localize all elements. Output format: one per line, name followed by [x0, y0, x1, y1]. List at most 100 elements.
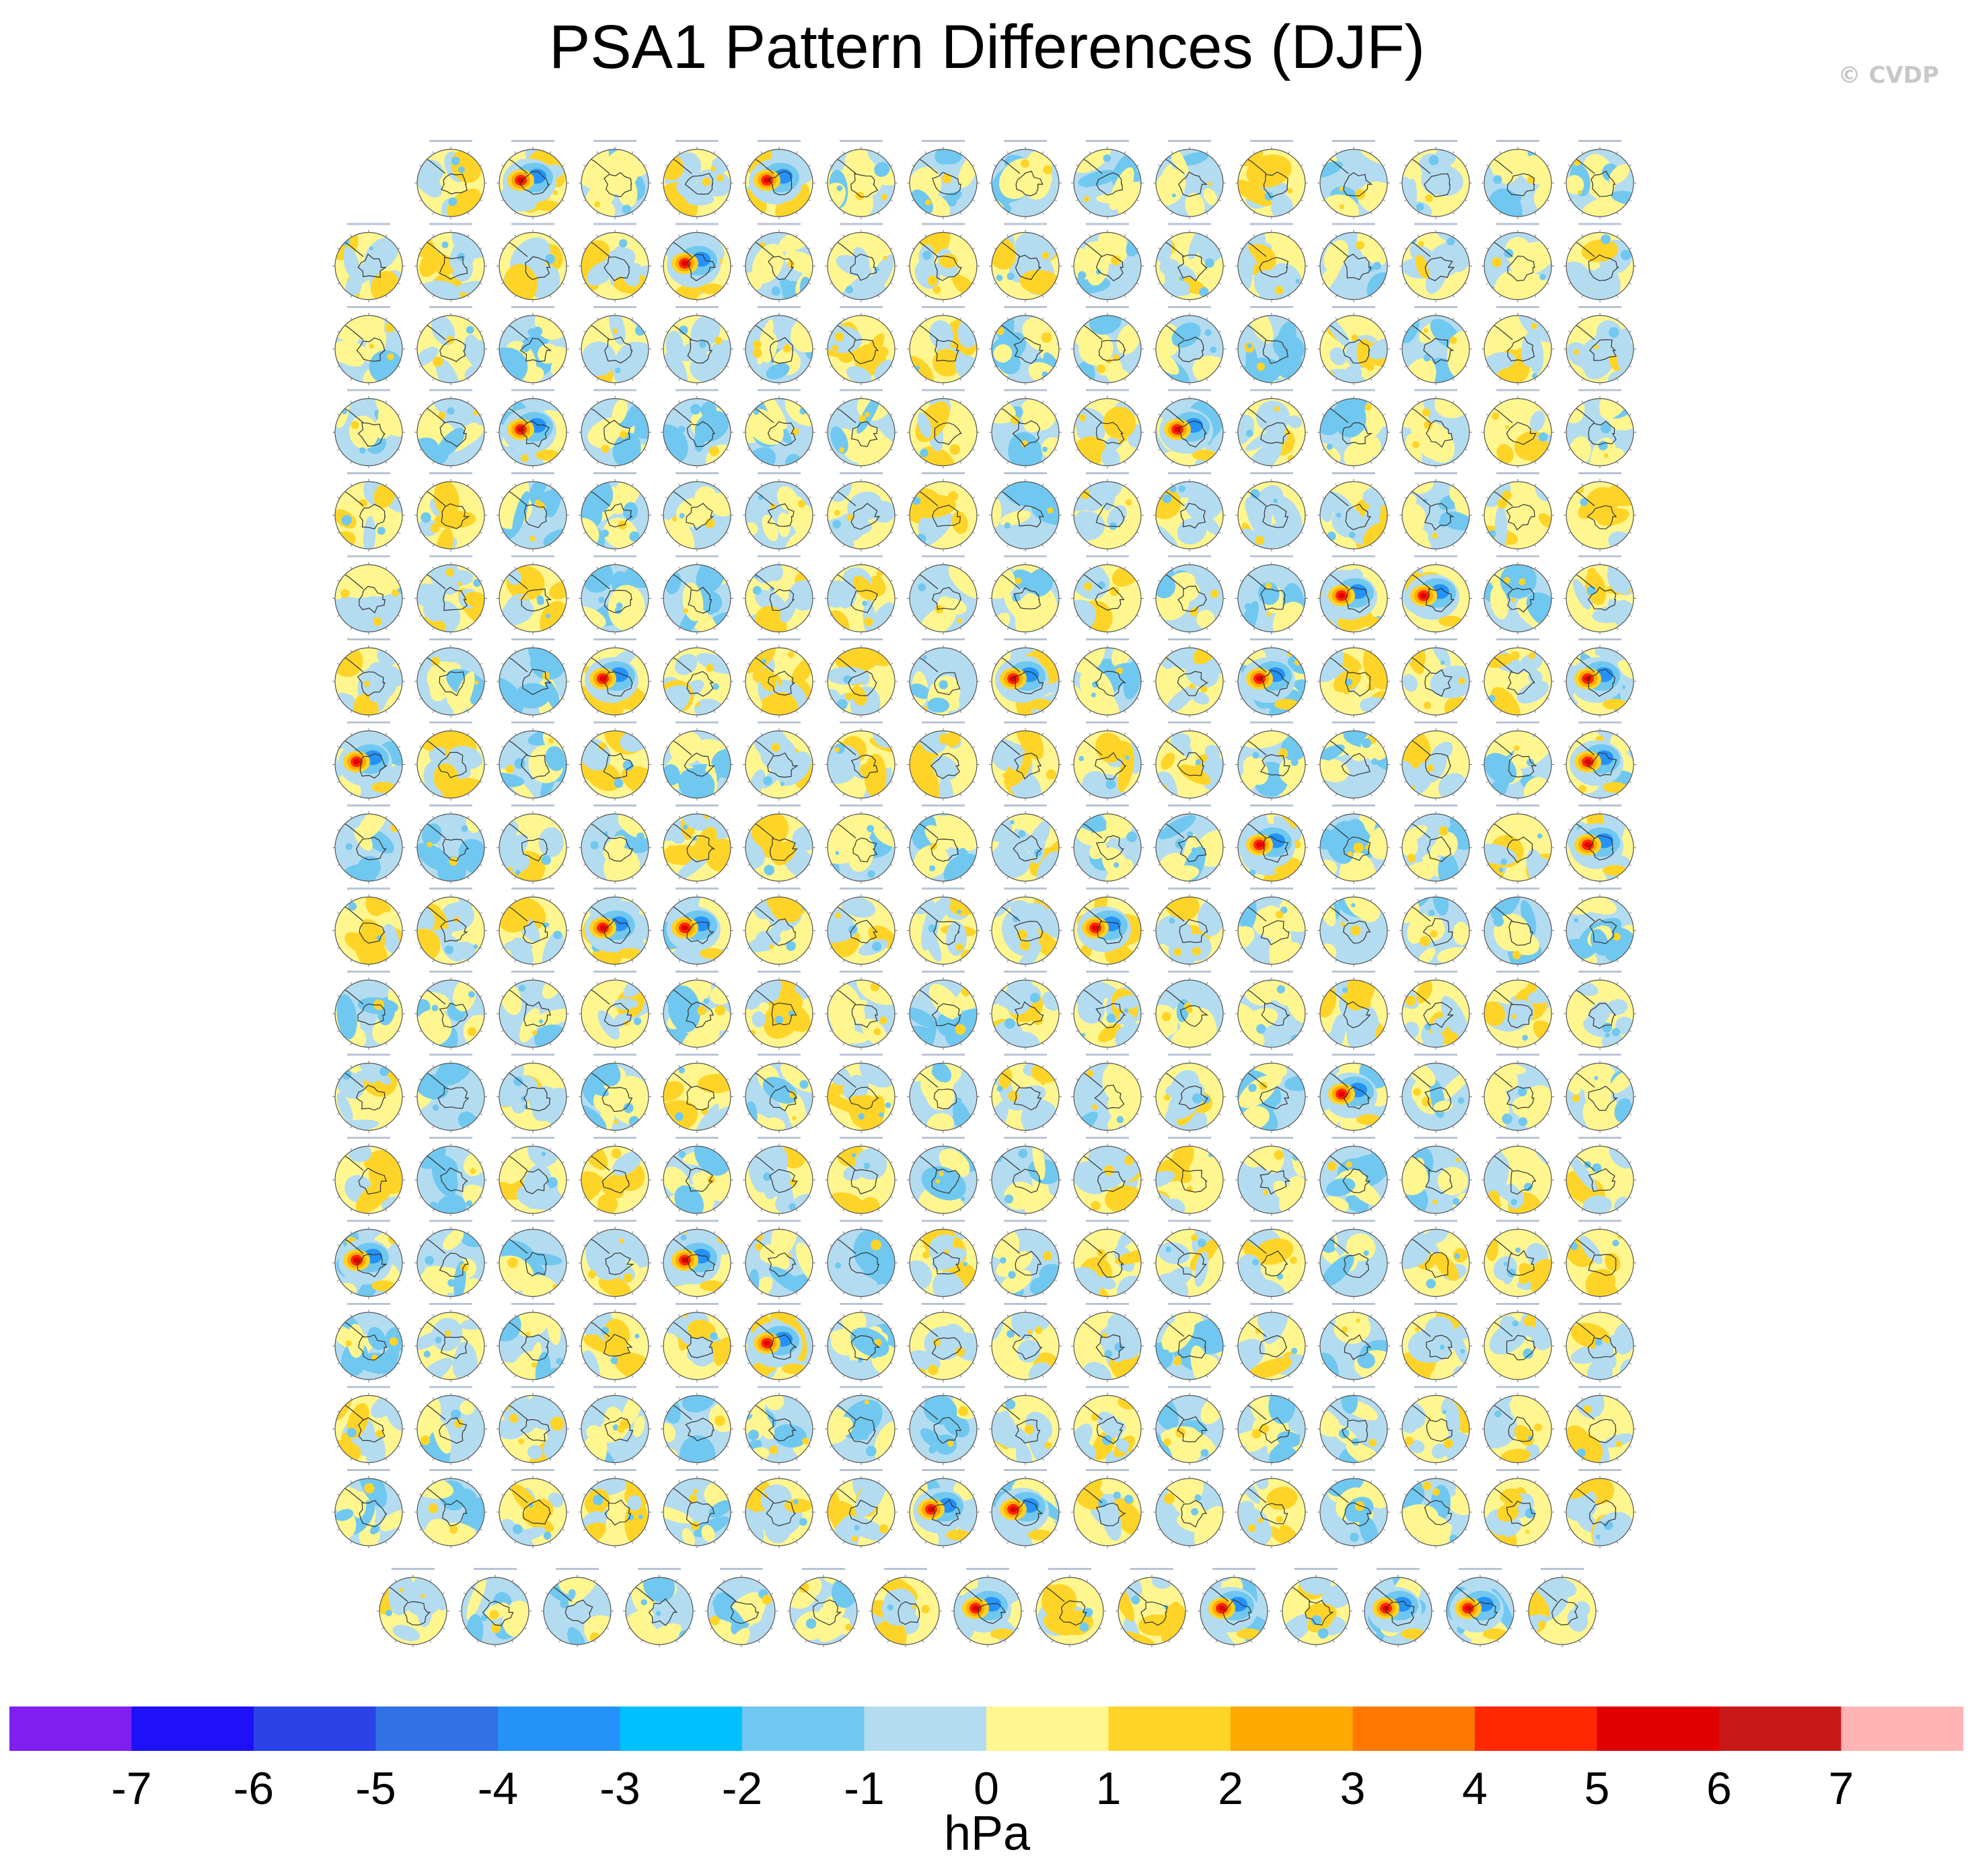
map-panel: [1482, 1469, 1554, 1548]
map-panel: [414, 1137, 487, 1216]
map-panel: [1482, 971, 1554, 1050]
map-panel: [1399, 223, 1472, 303]
map-panel: [579, 555, 651, 635]
map-panel: [1153, 223, 1226, 303]
map-panel: [1033, 1568, 1106, 1647]
map-panel: [497, 389, 569, 469]
map-panel: [1564, 223, 1636, 303]
map-panel: [1153, 306, 1226, 385]
map-panel: [497, 472, 569, 552]
map-panel: [825, 971, 898, 1050]
map-panel: [1153, 887, 1226, 967]
map-panel: [825, 638, 898, 718]
map-panel: [579, 887, 651, 967]
map-panel: [497, 804, 569, 884]
map-panel: [825, 1053, 898, 1133]
map-panel: [1071, 555, 1144, 635]
map-panel: [1317, 555, 1390, 635]
map-panel: [1153, 804, 1226, 884]
map-panel: [579, 1303, 651, 1382]
map-panel: [1317, 1303, 1390, 1382]
colorbar-units-label: hPa: [943, 1807, 1031, 1861]
map-panel: [907, 721, 980, 801]
map-panel: [1526, 1568, 1599, 1647]
map-panel: [661, 971, 733, 1050]
map-panel: [1153, 555, 1226, 635]
map-panel: [825, 472, 898, 552]
map-panel: [1153, 389, 1226, 469]
map-panel: [989, 1053, 1062, 1133]
map-panel: [332, 887, 405, 967]
map-panel: [907, 555, 980, 635]
colorbar-segment: [1597, 1706, 1720, 1751]
map-panel: [497, 555, 569, 635]
map-panel: [332, 1469, 405, 1548]
map-panel: [661, 555, 733, 635]
map-panel: [497, 1220, 569, 1300]
map-panel: [1399, 804, 1472, 884]
map-panel: [1482, 223, 1554, 303]
map-panel: [579, 306, 651, 385]
map-panel: [989, 1137, 1062, 1216]
map-panel: [1399, 1220, 1472, 1300]
map-panel: [497, 1053, 569, 1133]
map-panel: [497, 721, 569, 801]
map-panel: [661, 306, 733, 385]
map-panel: [414, 1303, 487, 1382]
colorbar-tick-label: 4: [1462, 1763, 1488, 1814]
map-panel: [414, 1220, 487, 1300]
map-panel: [1235, 555, 1308, 635]
map-panel: [989, 140, 1062, 219]
map-panel: [907, 638, 980, 718]
map-panel: [497, 638, 569, 718]
map-panel: [989, 472, 1062, 552]
map-panel: [1071, 472, 1144, 552]
map-panel: [989, 804, 1062, 884]
colorbar-tick-label: -6: [233, 1763, 274, 1814]
map-panel: [579, 1469, 651, 1548]
colorbar-segment: [131, 1706, 254, 1751]
map-panel: [1482, 389, 1554, 469]
map-panel: [907, 472, 980, 552]
map-panel: [1071, 638, 1144, 718]
colorbar-segment: [498, 1706, 620, 1751]
map-panel: [661, 1469, 733, 1548]
map-panel: [1153, 971, 1226, 1050]
map-panel: [414, 887, 487, 967]
map-panel: [1235, 804, 1308, 884]
map-panel: [459, 1568, 532, 1647]
map-panel: [1235, 1220, 1308, 1300]
map-panel: [743, 223, 815, 303]
map-panel: [1564, 1469, 1636, 1548]
map-panel: [1564, 638, 1636, 718]
map-panel: [1071, 140, 1144, 219]
map-panel: [743, 389, 815, 469]
colorbar: [9, 1706, 1963, 1751]
colorbar-tick-label: 3: [1340, 1763, 1366, 1814]
map-panel: [1235, 472, 1308, 552]
colorbar-tick-label: 6: [1706, 1763, 1732, 1814]
map-panel: [989, 306, 1062, 385]
cvdp-watermark: © CVDP: [1837, 62, 1939, 89]
map-panel: [1399, 389, 1472, 469]
colorbar-segment: [9, 1706, 132, 1751]
map-panel: [825, 1386, 898, 1466]
map-panel: [1235, 887, 1308, 967]
map-panel: [1399, 555, 1472, 635]
map-panel: [414, 971, 487, 1050]
map-panel: [1399, 472, 1472, 552]
map-panel: [1482, 555, 1554, 635]
map-panel: [743, 140, 815, 219]
map-panel: [1444, 1568, 1516, 1647]
map-panel: [743, 971, 815, 1050]
map-panel: [1564, 555, 1636, 635]
map-panel: [1317, 638, 1390, 718]
map-panel: [1071, 1469, 1144, 1548]
map-panel: [989, 971, 1062, 1050]
map-panel: [332, 721, 405, 801]
map-panel: [989, 555, 1062, 635]
map-panel: [579, 140, 651, 219]
map-panel: [1235, 721, 1308, 801]
map-panel: [332, 472, 405, 552]
map-panel: [1317, 223, 1390, 303]
